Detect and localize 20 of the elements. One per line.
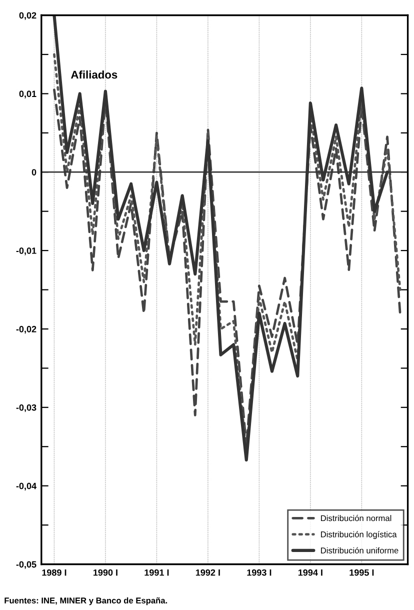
x-tick-label: 1990 I (93, 569, 118, 576)
x-tick-label: 1995 I (350, 569, 374, 576)
x-tick-label: 1993 I (247, 569, 272, 576)
legend-label: Distribución normal (321, 514, 392, 522)
legend-label: Distribución uniforme (321, 547, 398, 554)
y-tick-label: -0,02 (16, 326, 36, 334)
legend-label: Distribución logística (321, 531, 397, 539)
y-tick-label: -0,01 (16, 248, 36, 256)
x-tick-label: 1991 I (144, 569, 169, 576)
x-tick-label: 1992 I (196, 569, 220, 576)
y-tick-label: -0,05 (16, 561, 36, 569)
x-tick-label: 1994 I (298, 569, 322, 576)
annotation: Afiliados (70, 70, 118, 79)
y-tick-label: 0 (32, 169, 36, 176)
y-tick-label: -0,04 (16, 482, 36, 490)
y-tick-label: 0,01 (19, 90, 36, 98)
y-tick-label: -0,03 (16, 404, 36, 412)
x-tick-label: 1989 I (42, 569, 66, 576)
source-note: Fuentes: INE, MINER y Banco de España. (4, 597, 168, 606)
y-tick-label: 0,02 (19, 12, 36, 20)
